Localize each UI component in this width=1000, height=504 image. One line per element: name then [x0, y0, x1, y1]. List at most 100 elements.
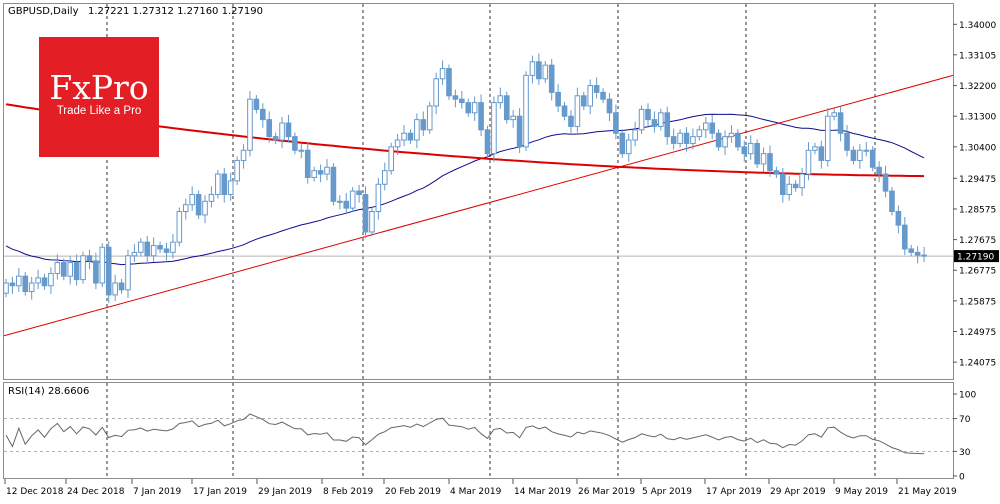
- candle-body: [773, 170, 780, 175]
- candle-body: [619, 132, 626, 155]
- candle-body: [921, 254, 927, 257]
- candle-body: [683, 132, 690, 144]
- candle-body: [189, 194, 195, 206]
- candle-body: [613, 112, 619, 134]
- candle-body: [60, 262, 67, 277]
- y-tick-label: 1.31300: [959, 113, 996, 123]
- candle-body: [311, 170, 317, 178]
- rsi-line: [5, 413, 925, 455]
- candle-body: [3, 282, 9, 294]
- candle-body: [125, 255, 131, 291]
- x-tick-label: 29 Jan 2019: [258, 487, 312, 497]
- candle-body: [863, 149, 870, 152]
- candle-body: [356, 190, 362, 195]
- x-tick-label: 17 Jan 2019: [193, 487, 247, 497]
- candle-body: [221, 173, 228, 196]
- candle-body: [484, 129, 491, 155]
- candle-body: [292, 136, 298, 151]
- candle-body: [857, 149, 863, 161]
- candle-body: [118, 282, 125, 291]
- candle-body: [420, 119, 427, 131]
- candle-body: [503, 95, 510, 121]
- candle-body: [914, 251, 921, 256]
- rsi-tick-label: 30: [959, 448, 971, 458]
- candle-body: [16, 275, 22, 287]
- candle-body: [747, 142, 754, 155]
- candle-body: [664, 112, 671, 138]
- candle-body: [433, 78, 439, 107]
- candle-body: [375, 183, 382, 213]
- candle-body: [754, 142, 760, 165]
- candle-body: [478, 102, 484, 131]
- candle-body: [144, 241, 151, 257]
- candle-body: [381, 170, 388, 185]
- candle-body: [112, 282, 118, 296]
- candle-body: [260, 108, 266, 121]
- candle-body: [157, 245, 163, 250]
- candle-body: [876, 166, 882, 175]
- candle-body: [889, 190, 895, 213]
- candle-body: [715, 132, 722, 148]
- ma-slow-line: [5, 103, 925, 178]
- candle-body: [908, 248, 915, 253]
- candle-body: [516, 115, 523, 148]
- rsi-tick-label: 100: [959, 391, 976, 401]
- candle-body: [568, 115, 574, 127]
- candle-body: [555, 91, 561, 107]
- candle-body: [202, 200, 208, 216]
- candle-body: [670, 136, 677, 144]
- candle-body: [407, 132, 414, 141]
- candle-body: [80, 255, 86, 281]
- candle-body: [767, 153, 773, 172]
- x-tick-label: 20 Feb 2019: [385, 487, 441, 497]
- candle-body: [324, 166, 330, 175]
- candle-body: [677, 132, 683, 144]
- candle-body: [812, 146, 818, 151]
- candle-body: [574, 95, 581, 127]
- candle-body: [709, 122, 716, 134]
- candle-body: [497, 95, 504, 104]
- x-tick-label: 24 Dec 2018: [67, 487, 125, 497]
- y-tick-label: 1.27675: [959, 236, 996, 246]
- candle-body: [170, 241, 176, 253]
- candle-body: [272, 136, 279, 141]
- candle-body: [741, 146, 748, 155]
- candle-body: [266, 119, 273, 138]
- candle-body: [401, 132, 407, 141]
- candle-body: [600, 91, 606, 100]
- candle-body: [253, 98, 260, 110]
- candle-body: [587, 85, 594, 107]
- candle-body: [799, 173, 805, 189]
- candle-body: [702, 122, 709, 131]
- x-tick-label: 26 Mar 2019: [578, 487, 635, 497]
- candle-body: [902, 224, 908, 250]
- x-tick-label: 5 Apr 2019: [642, 487, 692, 497]
- candle-body: [837, 112, 844, 134]
- candle-body: [651, 119, 658, 127]
- candle-body: [638, 108, 645, 131]
- candle-body: [414, 119, 420, 141]
- rsi-tick-label: 0: [959, 473, 965, 483]
- candle-body: [510, 115, 516, 121]
- logo-brand-text: FxPro: [49, 68, 149, 107]
- y-tick-label: 1.34000: [959, 21, 996, 31]
- candle-body: [426, 105, 433, 131]
- candle-body: [452, 95, 459, 100]
- candle-body: [850, 149, 857, 161]
- candle-body: [696, 129, 703, 138]
- candle-body: [337, 200, 343, 203]
- candle-body: [465, 102, 472, 114]
- x-tick-label: 21 May 2019: [898, 487, 957, 497]
- candle-body: [195, 194, 202, 216]
- candle-body: [22, 275, 29, 293]
- y-tick-label: 1.28575: [959, 205, 996, 215]
- candle-body: [285, 122, 292, 138]
- candle-body: [208, 194, 215, 202]
- candle-body: [548, 64, 555, 93]
- candle-body: [895, 211, 902, 226]
- candle-body: [234, 159, 240, 182]
- x-tick-label: 9 May 2019: [835, 487, 888, 497]
- candle-body: [369, 211, 375, 233]
